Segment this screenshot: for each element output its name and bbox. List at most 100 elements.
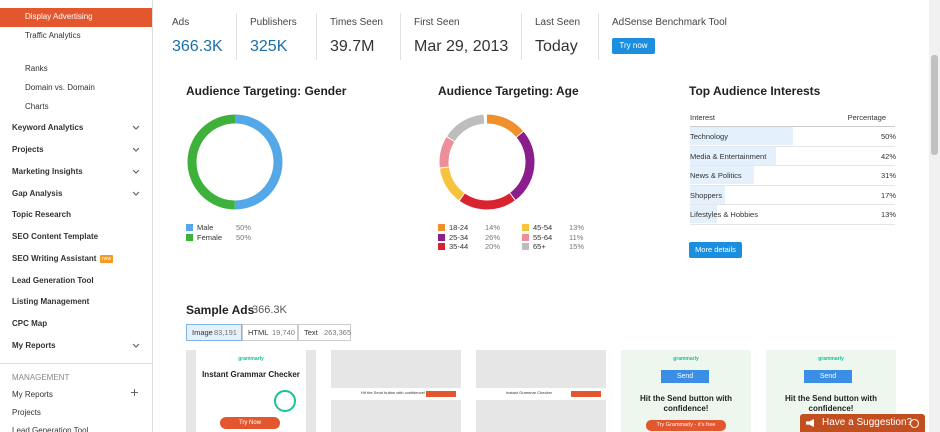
ad-brand: grammarly bbox=[673, 356, 699, 362]
sidebar-item[interactable]: Charts bbox=[25, 102, 49, 111]
stat-separator bbox=[521, 13, 522, 60]
legend-label: 18-24 bbox=[449, 223, 469, 232]
sidebar-item[interactable]: Traffic Analytics bbox=[25, 31, 81, 40]
ad-thumbnail[interactable]: grammarly Send Hit the Send button with co… bbox=[621, 350, 751, 432]
row-line bbox=[690, 184, 895, 186]
sidebar-item[interactable]: My Reports bbox=[12, 341, 56, 350]
ad-cta: Try Now bbox=[220, 417, 280, 429]
chevron[interactable] bbox=[132, 169, 140, 175]
stat-separator bbox=[316, 13, 317, 60]
sidebar-item[interactable]: Listing Management bbox=[12, 297, 90, 306]
legend-label: Male bbox=[197, 223, 214, 232]
ad-thumbnail[interactable]: Hit the Send button with confidence! bbox=[331, 350, 461, 432]
interest-bar bbox=[690, 205, 717, 224]
tab-count: 263,365 bbox=[324, 328, 352, 337]
donut-segment bbox=[439, 114, 535, 210]
stat-label: Ads bbox=[172, 17, 190, 28]
stat-separator bbox=[400, 13, 401, 60]
stat-label: Publishers bbox=[250, 17, 297, 28]
ad-creative: grammarly Send Hit the Send button with co… bbox=[621, 350, 751, 432]
column-header: Percentage bbox=[847, 113, 886, 122]
ad-text: Instant Grammar Checker bbox=[506, 390, 553, 395]
new-badge: new bbox=[100, 255, 114, 263]
card: Audience Targeting: Age 18-24 14% 25-34 26% 3… bbox=[424, 72, 660, 273]
interest-value: 31% bbox=[880, 171, 896, 181]
stat-value: 366.3K bbox=[172, 38, 223, 55]
ad-text: Hit the Send button with confidence! bbox=[361, 390, 426, 395]
more-details-button[interactable]: More details bbox=[689, 242, 742, 258]
interest-name: Technology bbox=[690, 132, 728, 141]
donut-segment bbox=[439, 114, 535, 210]
chevron[interactable] bbox=[132, 147, 140, 153]
tab[interactable]: HTML 19,740 bbox=[242, 324, 298, 341]
suggestion-widget[interactable]: Have a Suggestion? bbox=[800, 414, 925, 432]
sidebar-item[interactable]: CPC Map bbox=[12, 319, 48, 328]
donut bbox=[439, 114, 535, 210]
card-title: Audience Targeting: Age bbox=[438, 84, 579, 98]
legend-label: 55-64 bbox=[533, 232, 553, 242]
column-header: Interest bbox=[690, 113, 716, 122]
interest-bar bbox=[690, 127, 793, 145]
legend-value: 26% bbox=[485, 232, 501, 242]
card-title: Audience Targeting: Gender bbox=[186, 84, 347, 98]
tab-name: Text bbox=[304, 328, 318, 337]
donut-segment bbox=[439, 114, 535, 210]
sidebar-item[interactable]: Keyword Analytics bbox=[12, 123, 84, 132]
sidebar-item[interactable]: My Reports bbox=[12, 390, 53, 399]
legend-label: 65+ bbox=[533, 242, 546, 251]
sidebar-item[interactable]: Lead Generation Tool bbox=[12, 426, 89, 432]
sidebar-item[interactable]: Domain vs. Domain bbox=[25, 83, 95, 92]
interest-bar bbox=[690, 146, 777, 165]
sidebar-item[interactable]: Topic Research bbox=[12, 210, 71, 219]
chevron[interactable] bbox=[132, 343, 140, 349]
interest-bar bbox=[690, 166, 754, 185]
sidebar-item[interactable]: Gap Analysis bbox=[12, 189, 63, 198]
section-title: MANAGEMENT bbox=[12, 373, 70, 382]
interest-bar bbox=[690, 185, 725, 204]
interest-value: 13% bbox=[880, 210, 896, 220]
try-now-button[interactable]: Try now bbox=[612, 38, 655, 54]
stat-label: AdSense Benchmark Tool bbox=[612, 17, 727, 28]
legend-swatch bbox=[186, 233, 193, 241]
interest-name: Media & Entertainment bbox=[690, 151, 767, 161]
card: Audience Targeting: Gender Male 50% Female 5… bbox=[172, 72, 408, 273]
tab[interactable]: Image 83,191 bbox=[186, 324, 242, 341]
close-icon[interactable] bbox=[910, 419, 919, 428]
ad-thumbnail[interactable]: grammarly Instant Grammar Checker Try Now bbox=[186, 350, 316, 432]
chevron[interactable] bbox=[132, 191, 140, 197]
sidebar-item[interactable]: Ranks bbox=[25, 64, 48, 73]
interest-name: Shoppers bbox=[690, 190, 723, 200]
ad-thumbnail[interactable]: Instant Grammar Checker bbox=[476, 350, 606, 432]
ad-send-button: Send bbox=[804, 370, 852, 383]
legend-swatch bbox=[438, 243, 445, 250]
sidebar-item[interactable]: Marketing Insights bbox=[12, 167, 83, 176]
divider bbox=[0, 363, 152, 364]
ad-headline: Hit the Send button with confidence! bbox=[785, 394, 877, 413]
ad-headline: Instant Grammar Checker bbox=[202, 370, 300, 379]
scrollbar bbox=[929, 0, 940, 432]
ad-creative: grammarly Instant Grammar Checker Try Now bbox=[196, 350, 306, 432]
legend-swatch bbox=[522, 243, 529, 250]
stat-label: First Seen bbox=[414, 17, 460, 28]
sidebar-item[interactable]: Display Advertising bbox=[25, 12, 93, 21]
active-item-bg bbox=[0, 8, 152, 27]
sidebar-item[interactable]: Lead Generation Tool bbox=[12, 276, 94, 285]
tab-name: HTML bbox=[248, 328, 269, 337]
interest-name: Lifestyles & Hobbies bbox=[690, 210, 758, 220]
sidebar-item[interactable]: SEO Writing Assistant bbox=[12, 254, 97, 263]
card: Top Audience Interests Interest Percentage… bbox=[675, 72, 911, 273]
legend-value: 20% bbox=[485, 242, 501, 251]
ad-cta: Try Grammarly - it's free bbox=[646, 420, 726, 431]
chevron[interactable] bbox=[132, 125, 140, 131]
sidebar-item[interactable]: Projects bbox=[12, 408, 41, 417]
sidebar-item[interactable]: Projects bbox=[12, 145, 44, 154]
ad-banner: Hit the Send button with confidence! bbox=[331, 388, 461, 400]
tab[interactable]: Text 263,365 bbox=[298, 324, 351, 341]
legend-label: 35-44 bbox=[449, 242, 469, 251]
sidebar-item[interactable]: SEO Content Template bbox=[12, 232, 99, 241]
legend-swatch bbox=[522, 233, 529, 241]
suggestion-icon bbox=[806, 419, 814, 427]
interest-value: 50% bbox=[880, 132, 896, 141]
ad-thumbnail[interactable]: grammarly Send Hit the Send button with co… bbox=[766, 350, 896, 432]
